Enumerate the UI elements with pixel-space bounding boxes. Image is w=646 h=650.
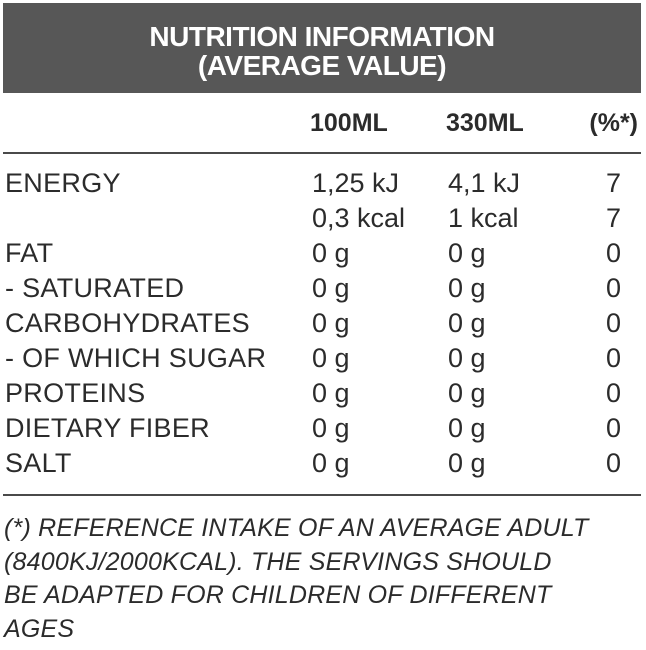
nutrient-label: CARBOHYDRATES [5,308,250,338]
footnote: (*) REFERENCE INTAKE OF AN AVERAGE ADULT… [4,512,642,646]
nutrient-label: DIETARY FIBER [5,413,210,443]
value-percent: 0 [605,413,621,443]
value-100ml: 0 g [312,378,350,408]
column-header-330ml: 330ML [446,109,524,137]
header-divider [3,152,641,154]
table-row: 0,3 kcal 1 kcal 7 [0,201,646,236]
value-330ml: 0 g [448,343,486,373]
footer-divider [3,494,641,496]
nutrient-label: FAT [5,238,54,268]
value-330ml: 0 g [448,413,486,443]
value-100ml: 0 g [312,273,350,303]
table-row: SALT 0 g 0 g 0 [0,446,646,481]
table-row: DIETARY FIBER 0 g 0 g 0 [0,411,646,446]
table-row: PROTEINS 0 g 0 g 0 [0,376,646,411]
footnote-line: (*) REFERENCE INTAKE OF AN AVERAGE ADULT [4,514,589,542]
table-row: ENERGY 1,25 kJ 4,1 kJ 7 [0,166,646,201]
value-percent: 0 [605,378,621,408]
value-percent: 7 [605,203,621,233]
value-330ml: 0 g [448,273,486,303]
value-percent: 0 [605,308,621,338]
table-row: - SATURATED 0 g 0 g 0 [0,271,646,306]
value-percent: 0 [605,273,621,303]
value-330ml: 0 g [448,378,486,408]
header-subtitle: (AVERAGE VALUE) [197,50,447,81]
column-header-100ml: 100ML [310,109,388,137]
value-100ml: 0 g [312,413,350,443]
nutrient-label: - SATURATED [5,273,185,303]
value-percent: 0 [605,238,621,268]
value-330ml: 0 g [448,238,486,268]
nutrient-label: ENERGY [5,168,121,198]
table-row: FAT 0 g 0 g 0 [0,236,646,271]
header-title: NUTRITION INFORMATION [149,21,495,52]
value-330ml: 0 g [448,448,486,478]
nutrition-header: NUTRITION INFORMATION (AVERAGE VALUE) [3,3,641,93]
value-100ml: 1,25 kJ [312,168,400,198]
footnote-line: (8400KJ/2000KCAL). THE SERVINGS SHOULD [4,547,552,576]
column-header-percent: (%*) [589,109,638,137]
footnote-line: BE ADAPTED FOR CHILDREN OF DIFFERENT [4,581,552,609]
table-row: CARBOHYDRATES 0 g 0 g 0 [0,306,646,341]
value-percent: 0 [605,343,621,373]
value-100ml: 0 g [312,448,350,478]
value-330ml: 4,1 kJ [448,168,521,198]
value-100ml: 0 g [312,343,350,373]
value-100ml: 0,3 kcal [312,203,406,233]
value-100ml: 0 g [312,238,350,268]
footnote-line: AGES [4,614,75,643]
nutrient-label: SALT [5,448,72,478]
value-percent: 7 [605,168,621,198]
value-330ml: 1 kcal [448,203,519,233]
value-330ml: 0 g [448,308,486,338]
table-row: - OF WHICH SUGAR 0 g 0 g 0 [0,341,646,376]
value-100ml: 0 g [312,308,350,338]
nutrient-label: - OF WHICH SUGAR [5,343,267,373]
nutrient-label: PROTEINS [5,378,146,408]
value-percent: 0 [605,448,621,478]
